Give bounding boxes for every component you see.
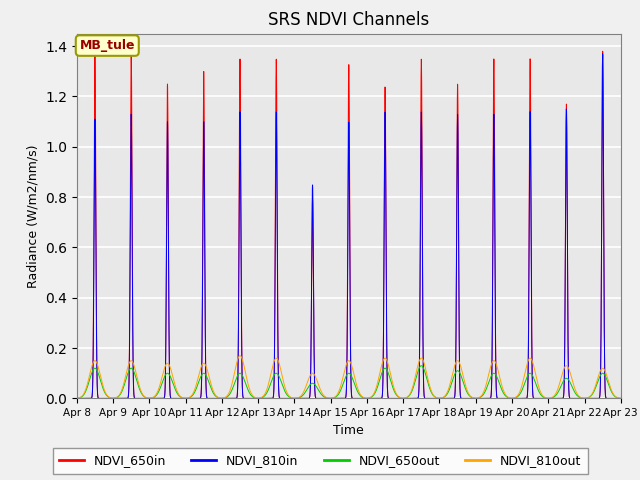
NDVI_650in (502, 396, 509, 401)
NDVI_810in (502, 396, 509, 401)
Line: NDVI_650out: NDVI_650out (77, 366, 621, 398)
Legend: NDVI_650in, NDVI_810in, NDVI_650out, NDVI_810out: NDVI_650in, NDVI_810in, NDVI_650out, NDV… (52, 448, 588, 474)
NDVI_810out (617, 396, 625, 401)
NDVI_650in (599, 48, 607, 54)
Title: SRS NDVI Channels: SRS NDVI Channels (268, 11, 429, 29)
NDVI_810in (440, 396, 448, 401)
NDVI_650out (441, 394, 449, 400)
NDVI_810out (73, 396, 81, 401)
Line: NDVI_810in: NDVI_810in (77, 54, 621, 398)
NDVI_650in (440, 396, 448, 401)
NDVI_810in (599, 51, 607, 57)
NDVI_810in (617, 396, 625, 401)
NDVI_650out (616, 396, 624, 401)
NDVI_650in (73, 396, 81, 401)
Text: MB_tule: MB_tule (79, 39, 135, 52)
NDVI_810in (328, 396, 336, 401)
NDVI_810in (616, 396, 624, 401)
NDVI_810in (471, 396, 479, 401)
NDVI_810out (471, 395, 479, 401)
X-axis label: Time: Time (333, 424, 364, 437)
NDVI_650out (291, 396, 298, 401)
NDVI_650in (617, 396, 625, 401)
NDVI_650in (471, 396, 479, 401)
NDVI_810out (329, 395, 337, 401)
NDVI_650in (328, 396, 336, 401)
NDVI_810out (171, 380, 179, 386)
NDVI_810out (616, 396, 624, 401)
NDVI_650out (329, 395, 337, 401)
NDVI_650out (502, 393, 509, 399)
NDVI_810in (73, 396, 81, 401)
NDVI_650in (171, 396, 179, 401)
NDVI_650out (73, 396, 81, 401)
Line: NDVI_810out: NDVI_810out (77, 356, 621, 398)
NDVI_810in (171, 396, 179, 401)
Y-axis label: Radiance (W/m2/nm/s): Radiance (W/m2/nm/s) (26, 144, 40, 288)
NDVI_650out (171, 384, 179, 390)
NDVI_650out (471, 396, 479, 401)
NDVI_810out (236, 353, 244, 359)
NDVI_650out (417, 363, 425, 369)
NDVI_810out (291, 396, 298, 401)
NDVI_650in (616, 396, 624, 401)
NDVI_810out (502, 392, 509, 398)
NDVI_810out (441, 393, 449, 399)
Line: NDVI_650in: NDVI_650in (77, 51, 621, 398)
NDVI_650out (617, 396, 625, 401)
